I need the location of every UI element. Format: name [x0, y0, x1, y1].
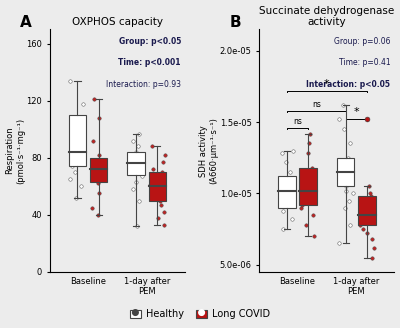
- Text: A: A: [20, 15, 32, 30]
- Y-axis label: SDH activity
(A660·μm⁻¹·s⁻¹): SDH activity (A660·μm⁻¹·s⁻¹): [199, 117, 218, 184]
- Bar: [358, 196, 376, 225]
- Text: Group: p=0.06: Group: p=0.06: [334, 37, 390, 46]
- Text: Time: p=0.41: Time: p=0.41: [339, 58, 390, 68]
- Text: Time: p<0.001: Time: p<0.001: [118, 58, 181, 68]
- Legend: Healthy, Long COVID: Healthy, Long COVID: [126, 305, 274, 323]
- Bar: [337, 158, 354, 186]
- Y-axis label: Respiration
(pmol·s⁻¹·mg⁻¹): Respiration (pmol·s⁻¹·mg⁻¹): [6, 117, 25, 184]
- Text: Interaction: p<0.05: Interaction: p<0.05: [306, 80, 390, 89]
- Bar: [299, 168, 317, 205]
- Bar: [90, 158, 108, 182]
- Text: *: *: [354, 107, 359, 117]
- Bar: [148, 172, 166, 201]
- Text: B: B: [230, 15, 241, 30]
- Text: Group: p<0.05: Group: p<0.05: [118, 37, 181, 46]
- Bar: [278, 176, 296, 208]
- Text: Interaction: p=0.93: Interaction: p=0.93: [106, 80, 181, 89]
- Text: ns: ns: [293, 117, 302, 126]
- Title: OXPHOS capacity: OXPHOS capacity: [72, 17, 163, 27]
- Text: ns: ns: [312, 99, 321, 109]
- Text: *: *: [324, 78, 330, 89]
- Title: Succinate dehydrogenase
activity: Succinate dehydrogenase activity: [259, 6, 394, 27]
- Bar: [128, 152, 145, 175]
- Bar: [69, 115, 86, 166]
